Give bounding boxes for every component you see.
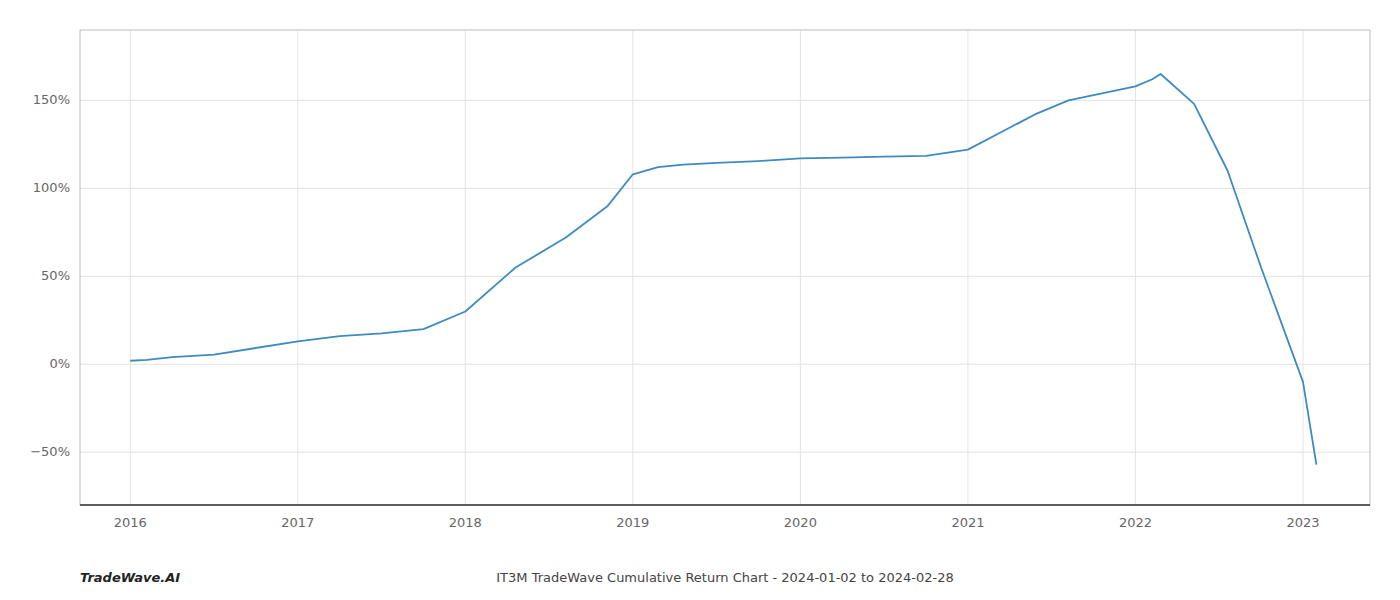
x-tick-label: 2020 (784, 515, 817, 530)
y-tick-label: 100% (33, 180, 70, 195)
chart-svg: −50% 0% 50% 100% 150% 2016 2017 2018 2019 2020 202… (0, 0, 1400, 600)
x-grid-line (1135, 30, 1136, 505)
tick-labels: −50% 0% 50% 100% 150% 2016 2017 2018 2019 2020 202… (30, 92, 1319, 530)
x-tick-label: 2022 (1119, 515, 1152, 530)
x-tick-label: 2023 (1286, 515, 1319, 530)
chart-title: IT3M TradeWave Cumulative Return Chart -… (496, 570, 954, 585)
x-grid-line (465, 30, 466, 505)
x-tick-label: 2017 (281, 515, 314, 530)
line-series (130, 74, 1316, 465)
data-layer (130, 74, 1316, 465)
x-tick-label: 2021 (951, 515, 984, 530)
x-tick-label: 2018 (449, 515, 482, 530)
y-tick-label: 0% (49, 356, 70, 371)
x-axis-line (80, 504, 1370, 506)
plot-frame (80, 30, 1370, 505)
x-grid-line (130, 30, 131, 505)
x-grid-line (967, 30, 968, 505)
y-tick-label: 50% (41, 268, 70, 283)
chart-container: −50% 0% 50% 100% 150% 2016 2017 2018 2019 2020 202… (0, 0, 1400, 600)
x-tick-label: 2016 (114, 515, 147, 530)
y-grid-line (80, 276, 1370, 277)
watermark: TradeWave.AI (80, 570, 180, 585)
grid (80, 30, 1370, 505)
y-tick-label: 150% (33, 92, 70, 107)
x-grid-line (632, 30, 633, 505)
x-tick-label: 2019 (616, 515, 649, 530)
y-grid-line (80, 188, 1370, 189)
x-grid-line (297, 30, 298, 505)
y-tick-label: −50% (30, 444, 70, 459)
y-grid-line (80, 452, 1370, 453)
y-grid-line (80, 364, 1370, 365)
y-grid-line (80, 100, 1370, 101)
x-grid-line (1302, 30, 1303, 505)
x-grid-line (800, 30, 801, 505)
